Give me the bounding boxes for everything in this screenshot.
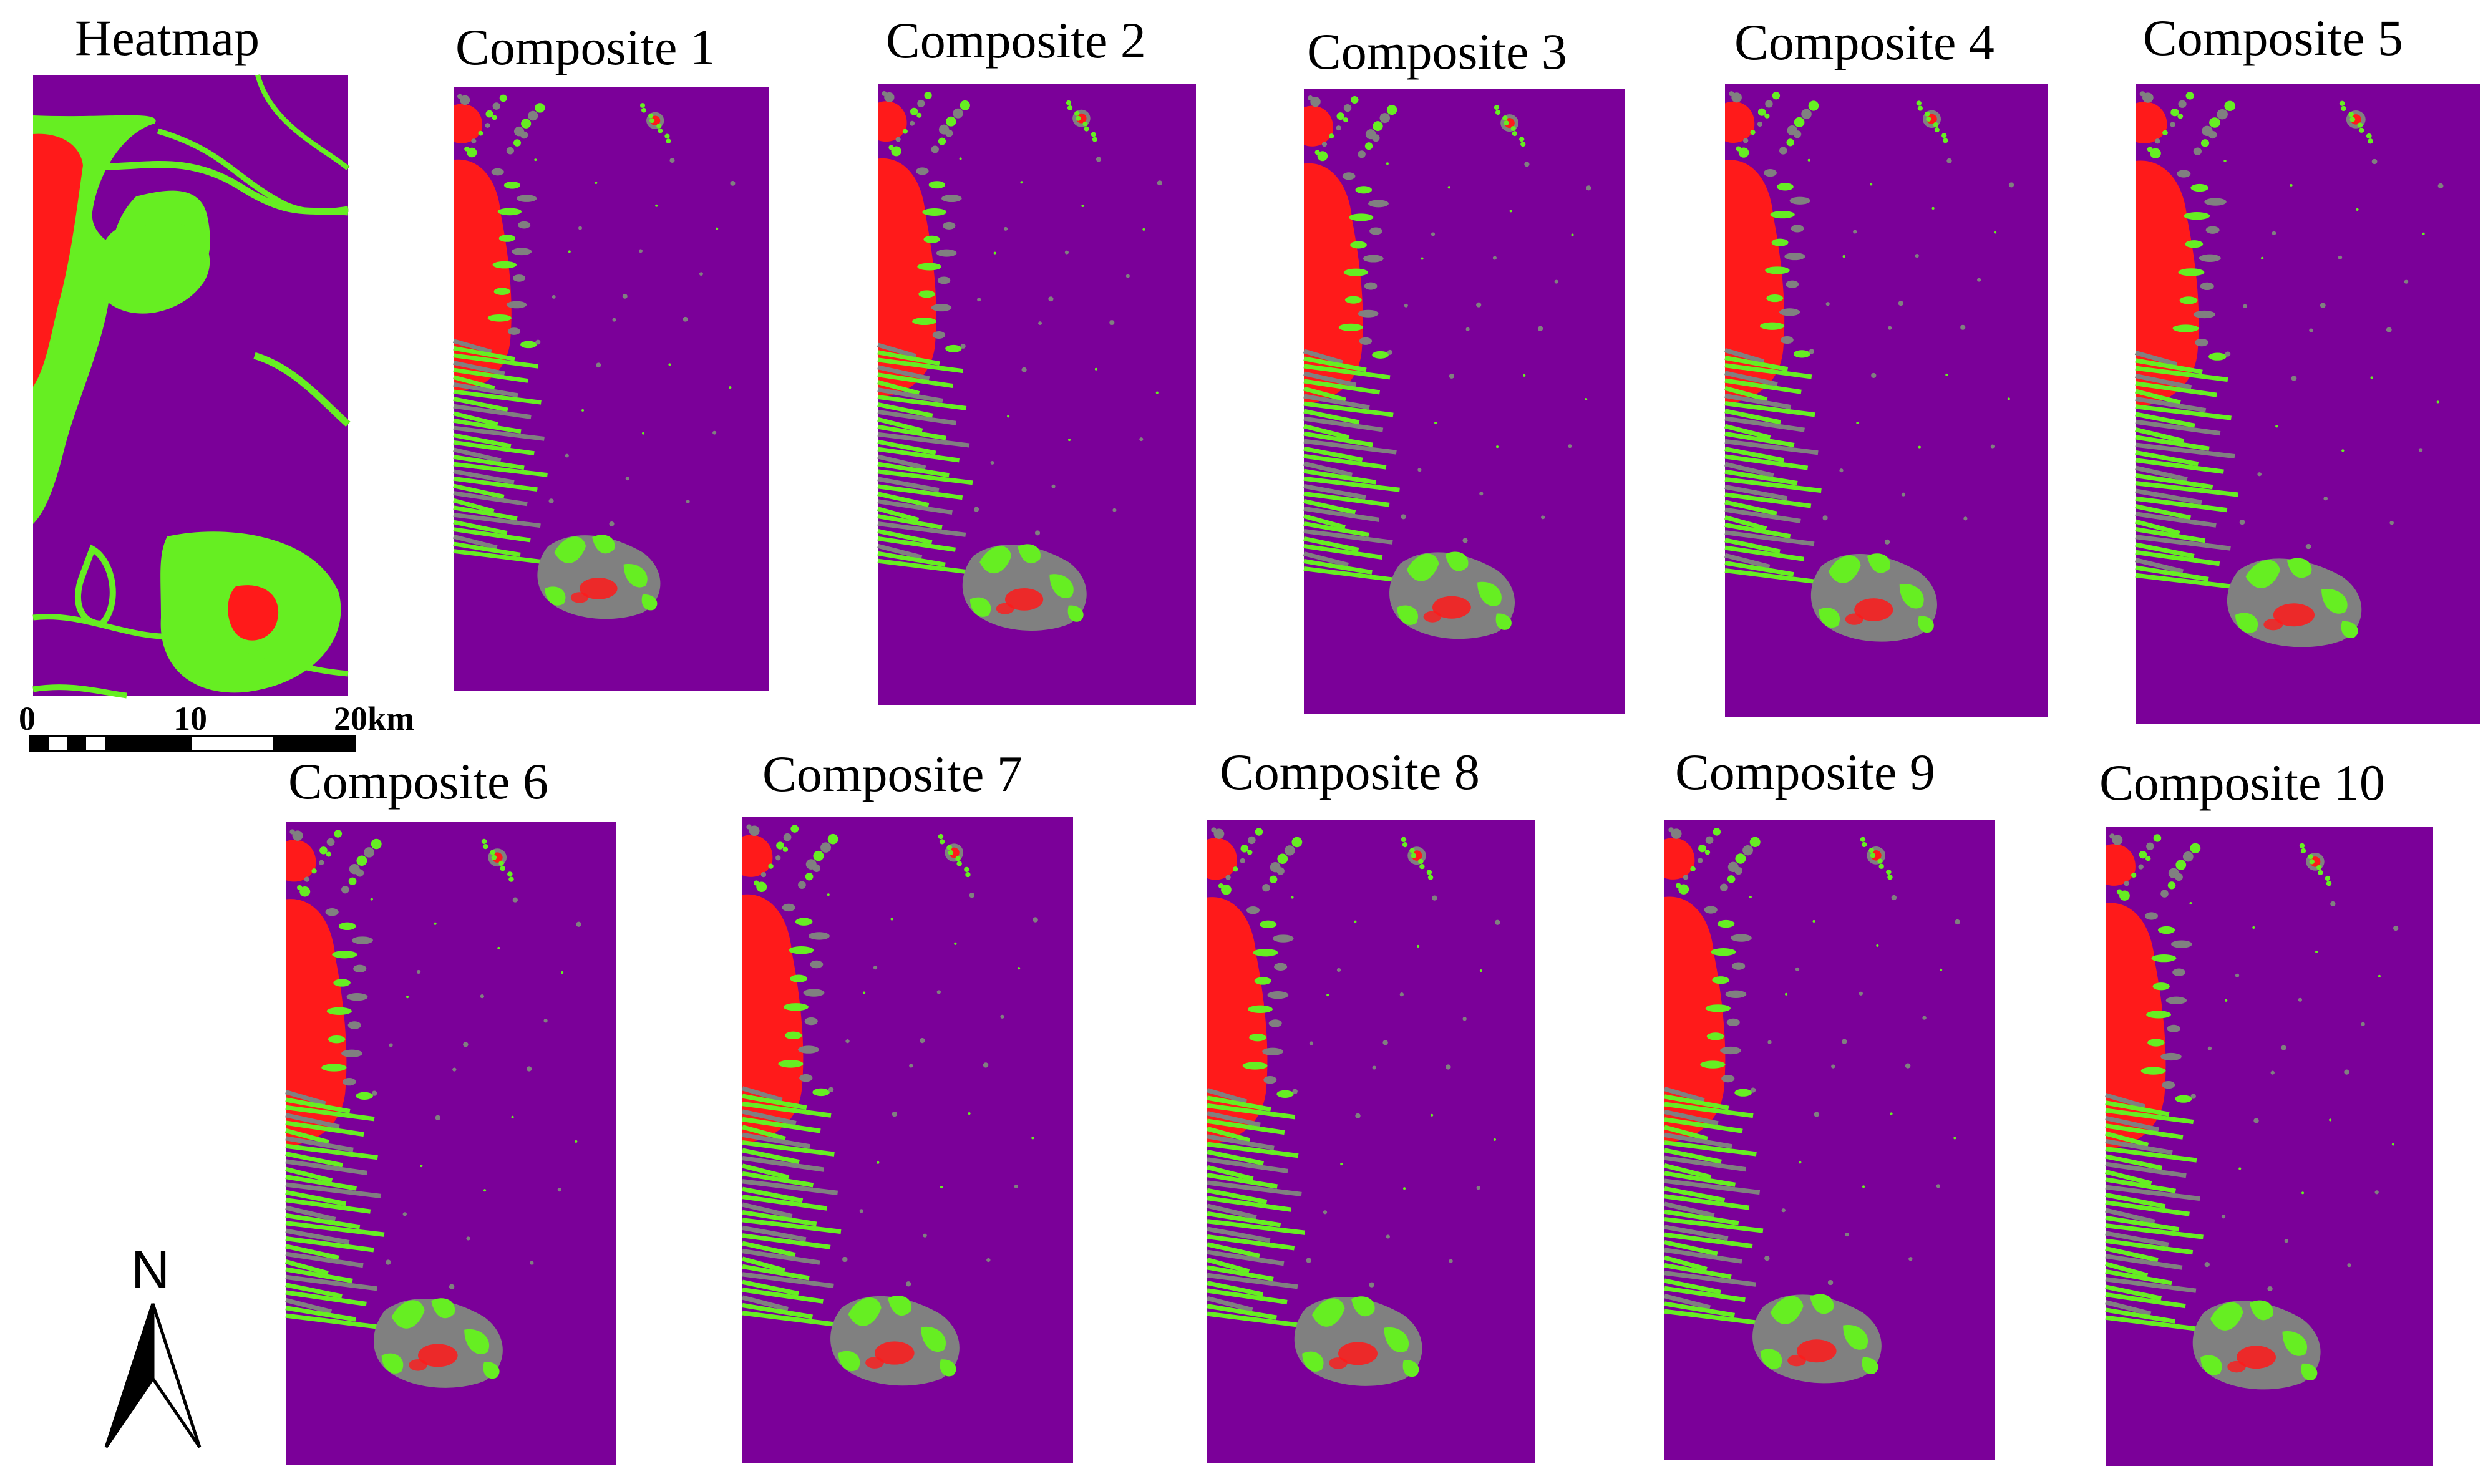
panel-title-composite-10: Composite 10 bbox=[2099, 754, 2385, 811]
composite-6-map bbox=[284, 822, 616, 1465]
panel-title-composite-6: Composite 6 bbox=[288, 753, 548, 810]
composite-5-map bbox=[2134, 84, 2480, 724]
panel-title-composite-8: Composite 8 bbox=[1220, 744, 1480, 800]
composite-7-map bbox=[741, 817, 1073, 1463]
composite-9-map bbox=[1663, 820, 1995, 1460]
north-arrow: N bbox=[104, 1240, 202, 1448]
scale-label-0: 0 bbox=[19, 700, 36, 737]
composite-10-map bbox=[2104, 827, 2433, 1466]
scale-bar: 0 10 20km bbox=[19, 700, 414, 752]
north-arrow-label: N bbox=[131, 1240, 170, 1300]
scale-label-10: 10 bbox=[173, 700, 207, 737]
panel-title-composite-3: Composite 3 bbox=[1307, 23, 1567, 80]
panel-title-composite-7: Composite 7 bbox=[762, 745, 1023, 802]
panel-title-composite-5: Composite 5 bbox=[2143, 9, 2403, 66]
panel-title-heatmap: Heatmap bbox=[75, 9, 260, 66]
panel-title-composite-9: Composite 9 bbox=[1675, 744, 1935, 800]
panel-title-composite-4: Composite 4 bbox=[1734, 14, 1995, 70]
composite-8-map bbox=[1206, 820, 1535, 1463]
scale-label-20km: 20km bbox=[334, 700, 414, 737]
composite-2-map bbox=[877, 84, 1196, 705]
heatmap-map bbox=[32, 74, 351, 699]
composite-4-map bbox=[1724, 84, 2048, 717]
composite-1-map bbox=[452, 87, 769, 691]
panel-title-composite-1: Composite 1 bbox=[455, 19, 716, 75]
composite-3-map bbox=[1303, 89, 1625, 714]
panel-title-composite-2: Composite 2 bbox=[886, 12, 1146, 69]
